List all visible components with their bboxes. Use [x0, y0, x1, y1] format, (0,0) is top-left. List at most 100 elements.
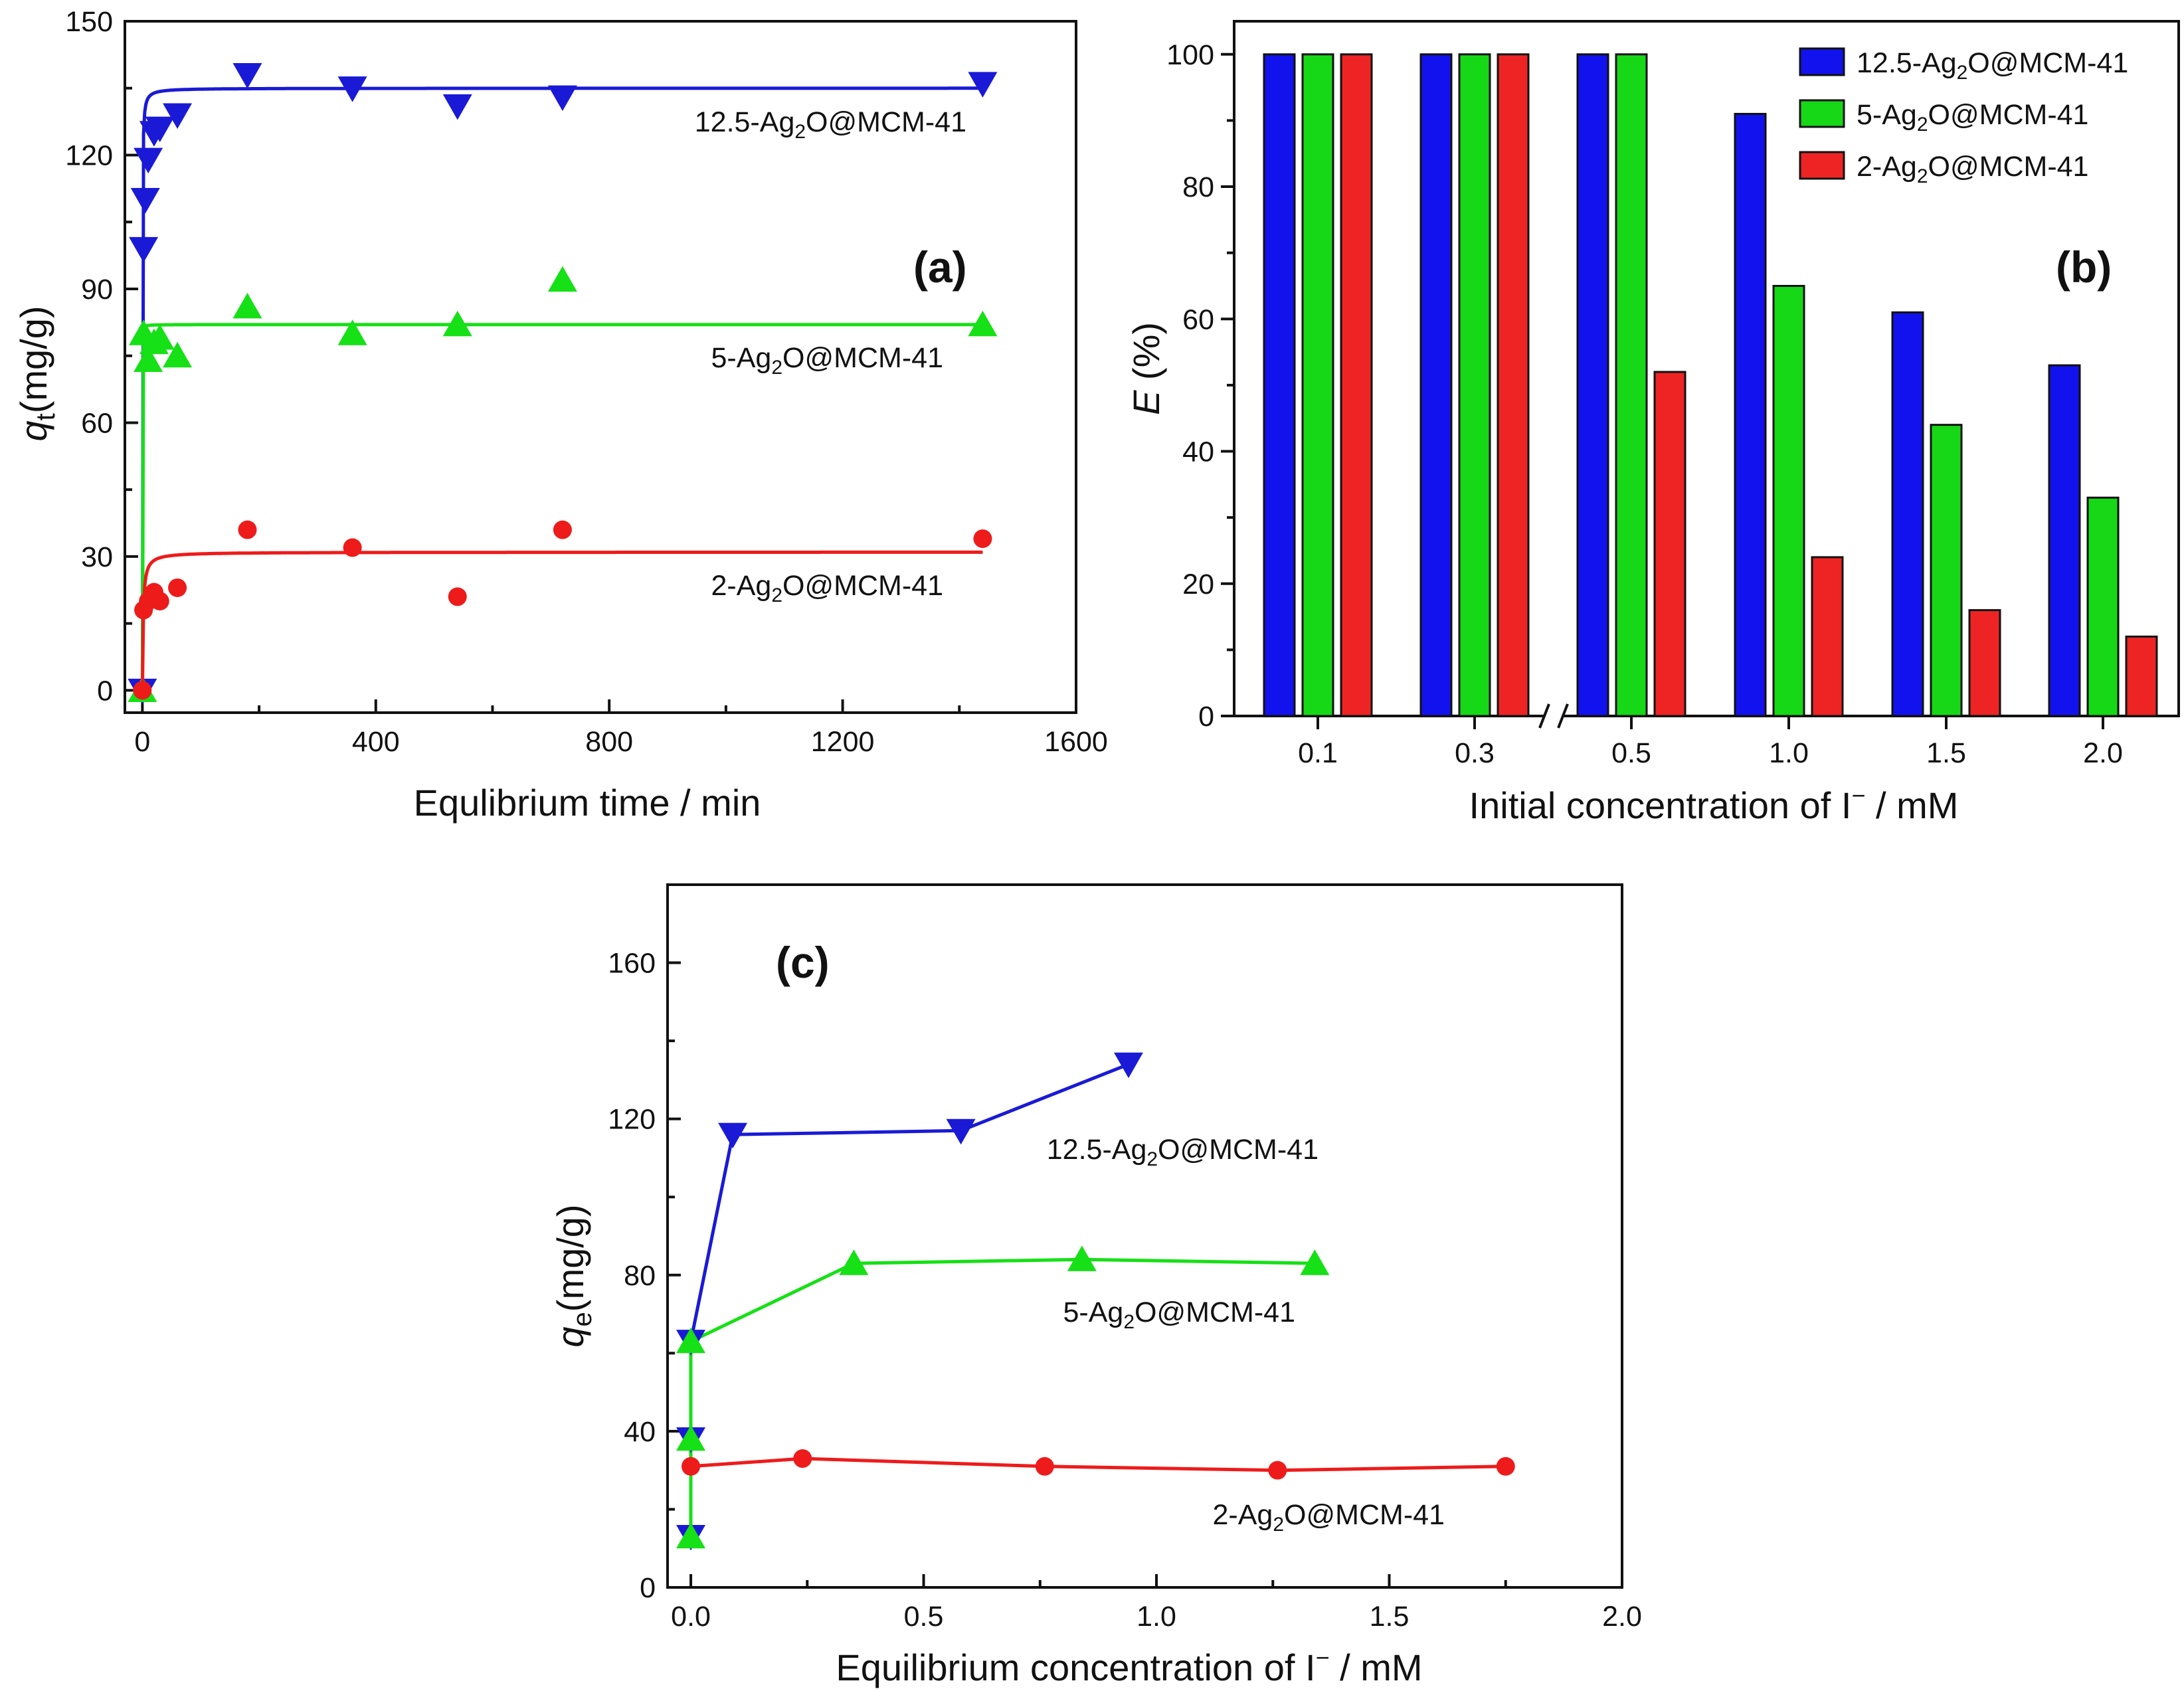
legend-entry: 5-Ag2O@MCM-41 — [1857, 99, 2088, 135]
y-tick-label: 0 — [97, 675, 113, 707]
y-axis-label: E (%) — [1125, 322, 1167, 415]
panel-c: 0.0 0.5 1.0 1.5 2.0 0 40 80 120 160 Equilibrium co… — [549, 883, 1642, 1688]
data-point — [547, 85, 577, 112]
data-point — [1035, 1457, 1054, 1476]
series-label-2-rest: O@MCM-41 — [1284, 1499, 1445, 1531]
y-tick-label: 80 — [1182, 171, 1214, 203]
x-label-sup: − — [1851, 782, 1865, 809]
legend-swatch — [1799, 99, 1845, 128]
y-axis-label: qe(mg/g) — [549, 1204, 597, 1347]
data-point — [238, 520, 257, 539]
data-point — [676, 1522, 706, 1549]
x-tick-label: 800 — [585, 726, 633, 758]
y-tick-label: 100 — [1166, 39, 1214, 71]
series-line-2 — [690, 1457, 1506, 1472]
y-label-rest: (mg/g) — [13, 306, 54, 413]
x-label-rest: / mM — [1330, 1646, 1423, 1688]
plot-frame — [666, 883, 1623, 1589]
data-point — [134, 346, 163, 373]
x-tick-label: 0.0 — [671, 1601, 711, 1633]
bar — [1263, 53, 1296, 717]
x-tick-label: 1.5 — [1926, 737, 1966, 769]
x-axis-label: Equlibrium time / min — [414, 782, 761, 824]
series-label-0-rest: O@MCM-41 — [806, 106, 966, 138]
legend-label-main: 2-Ag — [1857, 151, 1917, 183]
data-point — [129, 236, 159, 263]
data-point — [337, 76, 367, 102]
data-point — [968, 310, 998, 337]
bar — [1930, 424, 1963, 717]
data-point — [232, 62, 262, 89]
y-tick-label: 40 — [624, 1416, 656, 1448]
axis-break-mark — [1538, 703, 1550, 729]
data-point — [793, 1449, 812, 1468]
panel-label: (a) — [913, 242, 967, 292]
y-tick-label: 40 — [1182, 436, 1214, 468]
series-label-1-main: 5-Ag — [711, 342, 772, 374]
bar — [1497, 53, 1530, 717]
y-tick-label: 0 — [640, 1572, 656, 1604]
data-point — [145, 116, 175, 143]
bar — [1968, 609, 2001, 717]
data-point — [337, 319, 367, 345]
x-tick-label: 0.1 — [1298, 737, 1338, 769]
series-label-0-rest: O@MCM-41 — [1158, 1134, 1319, 1166]
x-tick-label: 0.3 — [1455, 737, 1495, 769]
y-label-sub: t — [31, 413, 60, 420]
series-label-0-main: 12.5-Ag — [695, 106, 795, 138]
data-point — [133, 681, 152, 700]
legend-label-sub: 2 — [1957, 62, 1968, 84]
bar — [1340, 53, 1373, 717]
x-label-main: Initial concentration of I — [1469, 784, 1852, 826]
y-tick-label: 60 — [1182, 304, 1214, 335]
series-label-1-sub: 2 — [771, 357, 782, 379]
series-label-1: 5-Ag2O@MCM-41 — [1063, 1296, 1295, 1333]
legend-entry: 2-Ag2O@MCM-41 — [1857, 151, 2088, 187]
data-point — [1300, 1249, 1330, 1275]
x-axis-label: Equilibrium concentration of I− / mM — [836, 1644, 1422, 1688]
data-point — [676, 1425, 706, 1451]
x-tick-label: 2.0 — [2083, 737, 2123, 769]
series-label-2: 2-Ag2O@MCM-41 — [1213, 1499, 1445, 1536]
bar — [1772, 284, 1805, 717]
series-label-0-sub: 2 — [1146, 1148, 1158, 1170]
legend-label-main: 5-Ag — [1857, 99, 1917, 131]
series-label-1-main: 5-Ag — [1063, 1296, 1124, 1328]
y-label-main: E — [1125, 390, 1167, 415]
y-tick-label: 0 — [1198, 701, 1214, 733]
legend-swatch — [1799, 151, 1845, 180]
x-tick-label: 1.0 — [1137, 1601, 1176, 1633]
series-label-2-sub: 2 — [771, 584, 782, 606]
data-point — [553, 520, 572, 539]
bar — [2086, 496, 2120, 717]
bar — [1458, 53, 1491, 717]
y-label-rest: (mg/g) — [549, 1204, 591, 1312]
data-point — [168, 578, 187, 597]
legend-label-rest: O@MCM-41 — [1928, 99, 2089, 131]
y-label-sub: e — [568, 1312, 597, 1326]
data-point — [134, 147, 163, 174]
x-label-rest: / mM — [1865, 784, 1958, 826]
series-label-2-main: 2-Ag — [711, 570, 772, 602]
data-point — [946, 1118, 976, 1145]
data-point — [130, 188, 160, 214]
series-label-2: 2-Ag2O@MCM-41 — [711, 570, 943, 606]
bar — [1419, 53, 1453, 717]
data-point — [442, 94, 472, 120]
bar — [1653, 371, 1686, 717]
bar — [1615, 53, 1648, 717]
x-tick-label: 400 — [352, 726, 400, 758]
data-point — [343, 538, 362, 557]
x-tick-label: 0.5 — [1611, 737, 1651, 769]
x-tick-label: 1200 — [811, 726, 875, 758]
series-label-2-sub: 2 — [1273, 1514, 1284, 1536]
y-tick-label: 150 — [65, 6, 113, 38]
data-point — [682, 1457, 701, 1476]
data-point — [1268, 1461, 1287, 1480]
legend-label-rest: O@MCM-41 — [1928, 151, 2089, 183]
axis-break-mark — [1557, 703, 1569, 729]
plot-frame — [124, 20, 1077, 714]
x-axis-label: Initial concentration of I− / mM — [1469, 782, 1959, 826]
legend-label-main: 12.5-Ag — [1857, 47, 1957, 79]
